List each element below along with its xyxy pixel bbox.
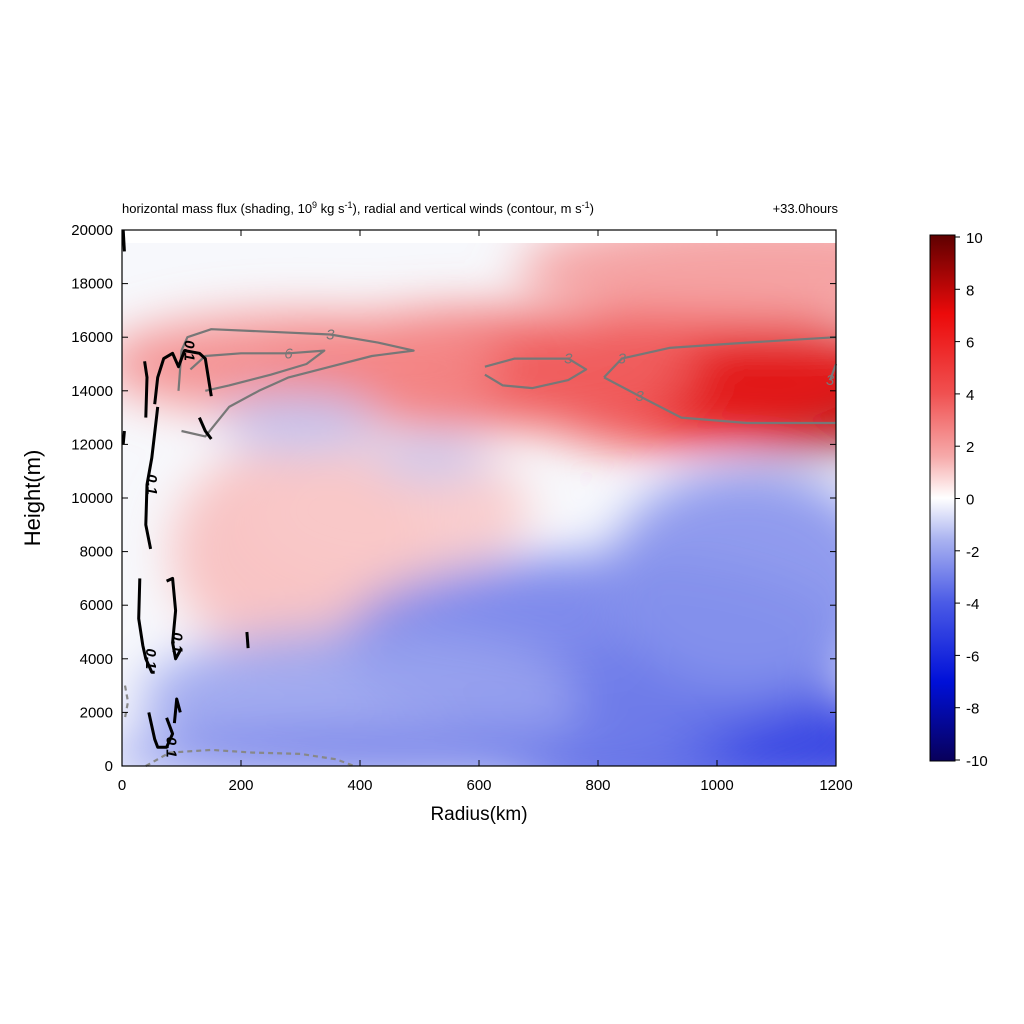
y-tick-label: 8000: [80, 544, 113, 561]
radial-wind-contour: [829, 363, 838, 381]
vertical-wind-contour: [147, 712, 175, 749]
vertical-wind-contour: [144, 406, 160, 550]
y-axis: 0 2000 4000 6000 8000 10000 12000 14000 16000 180…: [71, 222, 836, 775]
radial-wind-contour: [189, 349, 326, 392]
shading-region: [122, 730, 740, 766]
radial-wind-contour: [603, 376, 836, 425]
y-tick-label: 12000: [71, 436, 113, 453]
y-tick-label: 14000: [71, 383, 113, 400]
vertical-wind-contour: [153, 349, 213, 405]
contour-label: 3: [564, 351, 573, 368]
contour-label: 0.1: [143, 474, 160, 495]
contour-label: 3: [826, 372, 835, 389]
colorbar-tick-label: 10: [966, 230, 983, 247]
colorbar-tick-label: -6: [966, 648, 979, 665]
x-tick-label: 800: [585, 777, 610, 794]
y-tick-label: 18000: [71, 276, 113, 293]
contour-layer: [121, 229, 838, 768]
contour-label: 6: [284, 345, 293, 362]
x-axis: 0 200 400 600 800 1000 1200: [118, 230, 853, 794]
y-tick-label: 10000: [71, 490, 113, 507]
colorbar-tick-label: -4: [966, 596, 979, 613]
vertical-wind-contour: [165, 576, 183, 661]
shading-region: [249, 441, 530, 582]
y-tick-label: 16000: [71, 329, 113, 346]
shading-region: [220, 392, 381, 453]
x-tick-label: 400: [347, 777, 372, 794]
colorbar-tick-label: 6: [966, 335, 974, 352]
contour-label: 3: [618, 351, 627, 368]
shading-region: [516, 243, 836, 326]
vertical-wind-contour: [198, 416, 213, 440]
chart-title: horizontal mass flux (shading, 109 kg s-…: [122, 200, 594, 216]
colorbar: 10 8 6 4 2 0 -2 -4 -6 -8 -10: [929, 230, 988, 770]
y-tick-label: 0: [105, 758, 113, 775]
plot-area: 3 6 3 3 3 3 0.1 0.1 0.1 0.1 0.1 0 200 400 600 800 1000 1…: [71, 222, 853, 794]
time-label: +33.0hours: [773, 201, 839, 216]
radial-wind-contour: [603, 336, 837, 379]
vertical-wind-contour: [143, 361, 149, 418]
colorbar-tick-label: -8: [966, 701, 979, 718]
colorbar-ticks: 10 8 6 4 2 0 -2 -4 -6 -8 -10: [955, 230, 988, 770]
colorbar-gradient: [929, 234, 956, 762]
y-tick-label: 20000: [71, 222, 113, 239]
contour-labels: 3 6 3 3 3 3 0.1 0.1 0.1 0.1 0.1: [142, 327, 835, 758]
shading-layer: [122, 243, 836, 766]
radial-wind-contour: [484, 357, 588, 390]
y-tick-label: 2000: [80, 704, 113, 721]
colorbar-tick-label: -2: [966, 544, 979, 561]
shading-blobs: [122, 243, 836, 766]
x-axis-label: Radius(km): [430, 804, 527, 825]
contour-label: 0.1: [180, 340, 197, 361]
colorbar-tick-label: 8: [966, 282, 974, 299]
negative-contour: [145, 748, 355, 768]
contour-label: 0.1: [142, 648, 159, 669]
vertical-wind-contour: [245, 631, 250, 649]
vertical-wind-contour: [172, 697, 182, 724]
colorbar-tick-label: 2: [966, 439, 974, 456]
contour-label: 0.1: [169, 632, 186, 653]
x-tick-label: 0: [118, 777, 126, 794]
radial-wind-contour: [177, 328, 415, 438]
colorbar-tick-label: 4: [966, 387, 974, 404]
y-tick-label: 4000: [80, 651, 113, 668]
y-axis-label: Height(m): [20, 450, 45, 547]
x-tick-label: 1200: [819, 777, 852, 794]
contour-label: 3: [635, 388, 644, 405]
shading-region: [606, 468, 836, 689]
x-tick-label: 1000: [700, 777, 733, 794]
vertical-wind-contour: [121, 430, 126, 445]
x-tick-label: 200: [228, 777, 253, 794]
y-tick-label: 6000: [80, 597, 113, 614]
contour-label: 3: [326, 327, 335, 344]
colorbar-tick-label: -10: [966, 753, 988, 770]
colorbar-tick-label: 0: [966, 492, 974, 509]
x-tick-label: 600: [466, 777, 491, 794]
vertical-wind-contour: [137, 578, 155, 674]
contour-label: 0.1: [163, 737, 180, 758]
vertical-wind-contour: [121, 229, 126, 252]
shading-region: [371, 437, 492, 478]
